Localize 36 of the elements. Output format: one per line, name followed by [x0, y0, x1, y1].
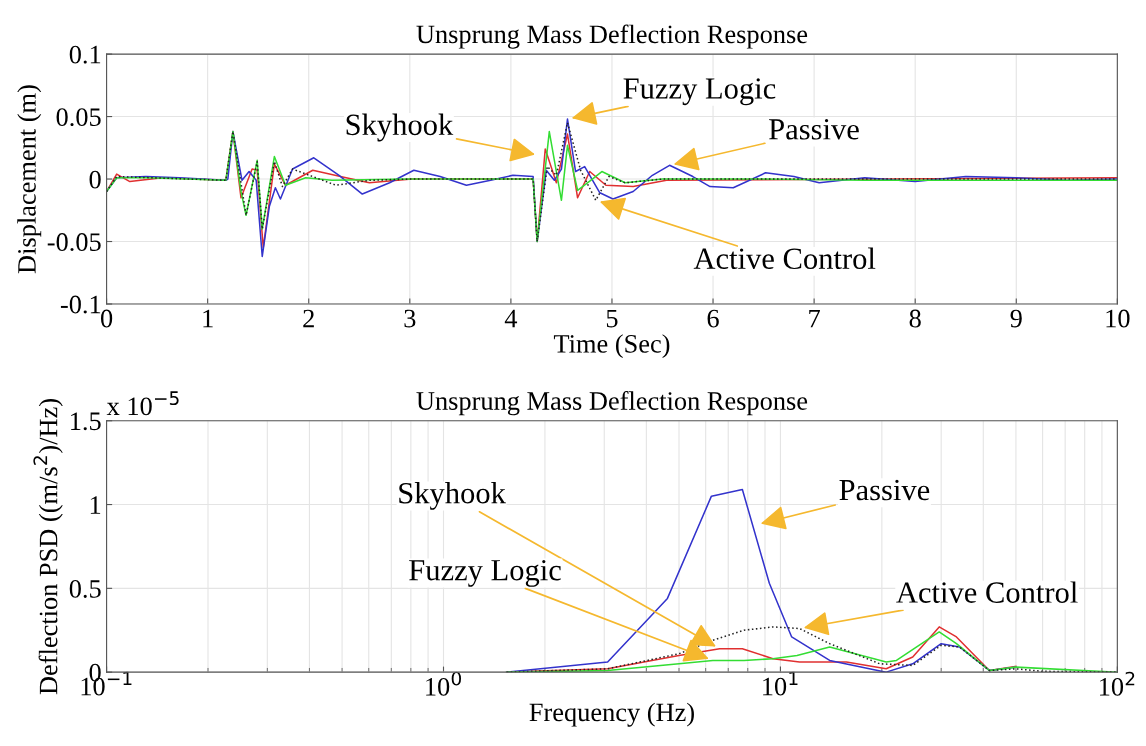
text: x 10$^{−5}$ [106, 391, 179, 416]
x-tick-label: 10 [1106, 309, 1130, 328]
x-tick-label: 5 [606, 309, 618, 328]
annotation: Skyhook [346, 113, 454, 142]
annotation: Passive [769, 119, 859, 140]
chart-title: Unsprung Mass Deflection Response [416, 391, 808, 416]
x-axis-title: Frequency (Hz) [529, 702, 694, 727]
x-axis-title: Time (Sec) [553, 334, 670, 359]
y-tick-label: 1.5 [71, 412, 101, 431]
annotation: Active Control [693, 247, 876, 270]
y-tick-label: 0 [89, 170, 101, 189]
x-tick-label: 6 [707, 309, 719, 328]
y-tick-label: 0.05 [56, 108, 101, 127]
x-tick-label: 10$^{2}$ [1100, 671, 1135, 696]
x-tick-label: 9 [1010, 309, 1022, 328]
chart-title: Unsprung Mass Deflection Response [416, 24, 808, 49]
x-tick-label: 8 [909, 309, 921, 328]
x-tick-label: 10$^{1}$ [763, 671, 798, 696]
y-tick-label: 0.5 [69, 579, 101, 598]
y-tick-label: 1 [90, 496, 101, 514]
annotation: Passive [839, 479, 930, 501]
x-tick-label: 3 [404, 309, 416, 328]
y-axis-title: Deflection PSD ((m/s$^{2}$)/Hz) [33, 399, 63, 695]
annotation: Fuzzy Logic [409, 559, 561, 587]
y-tick-label: 0.1 [69, 45, 101, 64]
annotation: Fuzzy Logic [623, 78, 776, 106]
y-tick-label: -0.05 [47, 233, 101, 252]
y-axis-title: Displacement (m) [17, 85, 42, 274]
x-tick-label: 10$^{0}$ [426, 671, 462, 696]
x-tick-label: 7 [809, 309, 820, 328]
x-tick-label: 2 [303, 309, 314, 328]
x-tick-label: 1 [203, 309, 213, 328]
annotation: Active Control [896, 581, 1078, 603]
annotation: Skyhook [399, 482, 506, 510]
y-tick-label: -0.1 [60, 295, 101, 314]
x-tick-label: 4 [504, 309, 518, 328]
